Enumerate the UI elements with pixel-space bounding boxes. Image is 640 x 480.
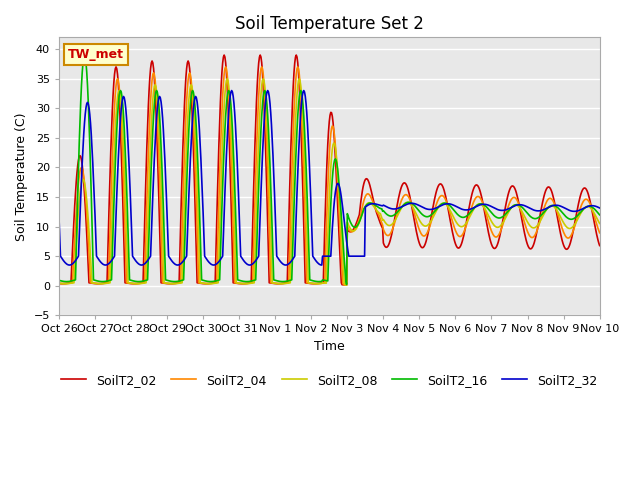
Line: SoilT2_16: SoilT2_16: [59, 55, 600, 285]
SoilT2_08: [197, 280, 205, 286]
SoilT2_16: [55, 277, 63, 283]
SoilT2_02: [375, 216, 383, 222]
SoilT2_02: [174, 280, 182, 286]
SoilT2_04: [174, 280, 182, 286]
SoilT2_08: [596, 220, 604, 226]
SoilT2_04: [596, 230, 604, 236]
SoilT2_16: [375, 205, 383, 211]
SoilT2_08: [322, 280, 330, 286]
SoilT2_32: [323, 253, 330, 259]
SoilT2_08: [375, 210, 383, 216]
Line: SoilT2_32: SoilT2_32: [59, 91, 600, 265]
SoilT2_02: [548, 188, 556, 194]
SoilT2_16: [198, 277, 205, 283]
SoilT2_02: [220, 52, 228, 58]
Line: SoilT2_04: SoilT2_04: [59, 67, 600, 285]
SoilT2_08: [428, 216, 436, 222]
SoilT2_16: [548, 203, 556, 208]
SoilT2_04: [322, 253, 330, 259]
SoilT2_02: [322, 199, 330, 205]
SoilT2_32: [228, 88, 236, 94]
SoilT2_32: [375, 202, 383, 208]
SoilT2_04: [343, 282, 351, 288]
SoilT2_02: [55, 281, 63, 287]
SoilT2_16: [322, 277, 330, 283]
Text: TW_met: TW_met: [68, 48, 124, 61]
SoilT2_08: [343, 282, 351, 288]
SoilT2_02: [343, 282, 351, 288]
SoilT2_02: [596, 243, 604, 249]
SoilT2_16: [175, 278, 182, 284]
SoilT2_16: [343, 282, 351, 288]
Y-axis label: Soil Temperature (C): Soil Temperature (C): [15, 112, 28, 240]
Title: Soil Temperature Set 2: Soil Temperature Set 2: [235, 15, 424, 33]
X-axis label: Time: Time: [314, 340, 345, 353]
SoilT2_16: [428, 211, 436, 217]
SoilT2_32: [596, 205, 604, 211]
SoilT2_08: [174, 280, 182, 286]
SoilT2_04: [428, 216, 436, 221]
SoilT2_02: [197, 280, 205, 286]
SoilT2_32: [175, 262, 182, 268]
Legend: SoilT2_02, SoilT2_04, SoilT2_08, SoilT2_16, SoilT2_32: SoilT2_02, SoilT2_04, SoilT2_08, SoilT2_…: [56, 369, 603, 392]
Line: SoilT2_02: SoilT2_02: [59, 55, 600, 285]
SoilT2_08: [548, 203, 556, 208]
SoilT2_04: [197, 280, 205, 286]
SoilT2_08: [223, 76, 231, 82]
SoilT2_32: [198, 173, 205, 179]
SoilT2_32: [428, 206, 436, 212]
SoilT2_04: [222, 64, 230, 70]
SoilT2_02: [428, 209, 436, 215]
SoilT2_32: [548, 203, 556, 209]
SoilT2_32: [55, 214, 63, 219]
SoilT2_16: [81, 52, 88, 58]
SoilT2_16: [596, 212, 604, 218]
SoilT2_08: [55, 280, 63, 286]
SoilT2_32: [66, 262, 74, 268]
SoilT2_04: [375, 212, 383, 217]
Line: SoilT2_08: SoilT2_08: [59, 79, 600, 285]
SoilT2_04: [55, 280, 63, 286]
SoilT2_04: [548, 196, 556, 202]
